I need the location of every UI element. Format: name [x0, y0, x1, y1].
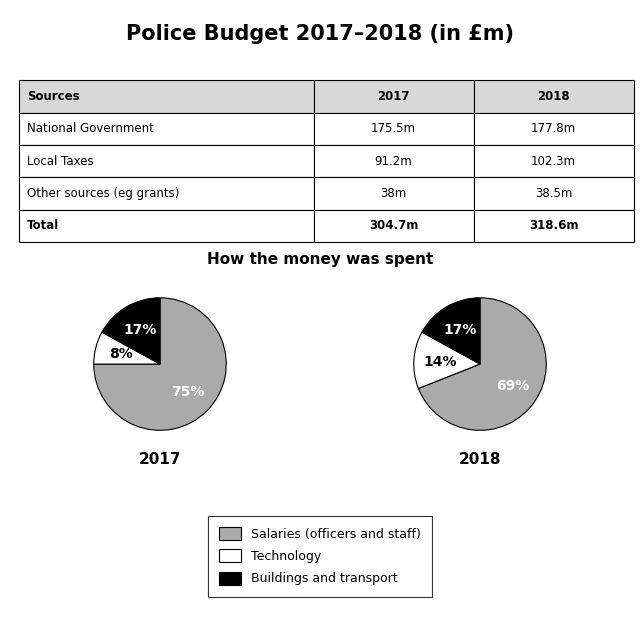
FancyBboxPatch shape [19, 177, 314, 210]
Wedge shape [93, 332, 160, 364]
Text: Local Taxes: Local Taxes [27, 154, 93, 168]
FancyBboxPatch shape [314, 145, 474, 177]
Text: 75%: 75% [172, 385, 205, 399]
Text: Sources: Sources [27, 90, 79, 103]
Text: 38m: 38m [380, 187, 407, 200]
FancyBboxPatch shape [19, 145, 314, 177]
FancyBboxPatch shape [474, 145, 634, 177]
FancyBboxPatch shape [19, 80, 314, 112]
Wedge shape [93, 298, 227, 430]
Text: 2018: 2018 [459, 452, 501, 467]
Text: Other sources (eg grants): Other sources (eg grants) [27, 187, 179, 200]
Text: 177.8m: 177.8m [531, 122, 576, 135]
Text: National Government: National Government [27, 122, 154, 135]
Text: 2017: 2017 [378, 90, 410, 103]
FancyBboxPatch shape [314, 210, 474, 242]
Text: Total: Total [27, 219, 59, 232]
Text: Police Budget 2017–2018 (in £m): Police Budget 2017–2018 (in £m) [126, 24, 514, 44]
Text: 14%: 14% [424, 354, 457, 369]
Text: 69%: 69% [496, 379, 529, 393]
FancyBboxPatch shape [474, 80, 634, 112]
Text: 91.2m: 91.2m [375, 154, 412, 168]
Wedge shape [419, 298, 547, 430]
FancyBboxPatch shape [474, 210, 634, 242]
FancyBboxPatch shape [19, 210, 314, 242]
Wedge shape [102, 298, 160, 364]
FancyBboxPatch shape [314, 112, 474, 145]
Wedge shape [422, 298, 480, 364]
Text: 2017: 2017 [139, 452, 181, 467]
Text: How the money was spent: How the money was spent [207, 252, 433, 267]
Text: 175.5m: 175.5m [371, 122, 416, 135]
FancyBboxPatch shape [314, 177, 474, 210]
Wedge shape [413, 332, 480, 389]
Text: 8%: 8% [109, 347, 133, 361]
FancyBboxPatch shape [19, 112, 314, 145]
FancyBboxPatch shape [314, 80, 474, 112]
Text: 38.5m: 38.5m [535, 187, 572, 200]
Text: 318.6m: 318.6m [529, 219, 579, 232]
Text: 17%: 17% [123, 323, 156, 337]
FancyBboxPatch shape [474, 177, 634, 210]
Legend: Salaries (officers and staff), Technology, Buildings and transport: Salaries (officers and staff), Technolog… [207, 516, 433, 597]
Text: 2018: 2018 [538, 90, 570, 103]
Text: 304.7m: 304.7m [369, 219, 419, 232]
Text: 17%: 17% [443, 323, 476, 337]
FancyBboxPatch shape [474, 112, 634, 145]
Text: 102.3m: 102.3m [531, 154, 576, 168]
